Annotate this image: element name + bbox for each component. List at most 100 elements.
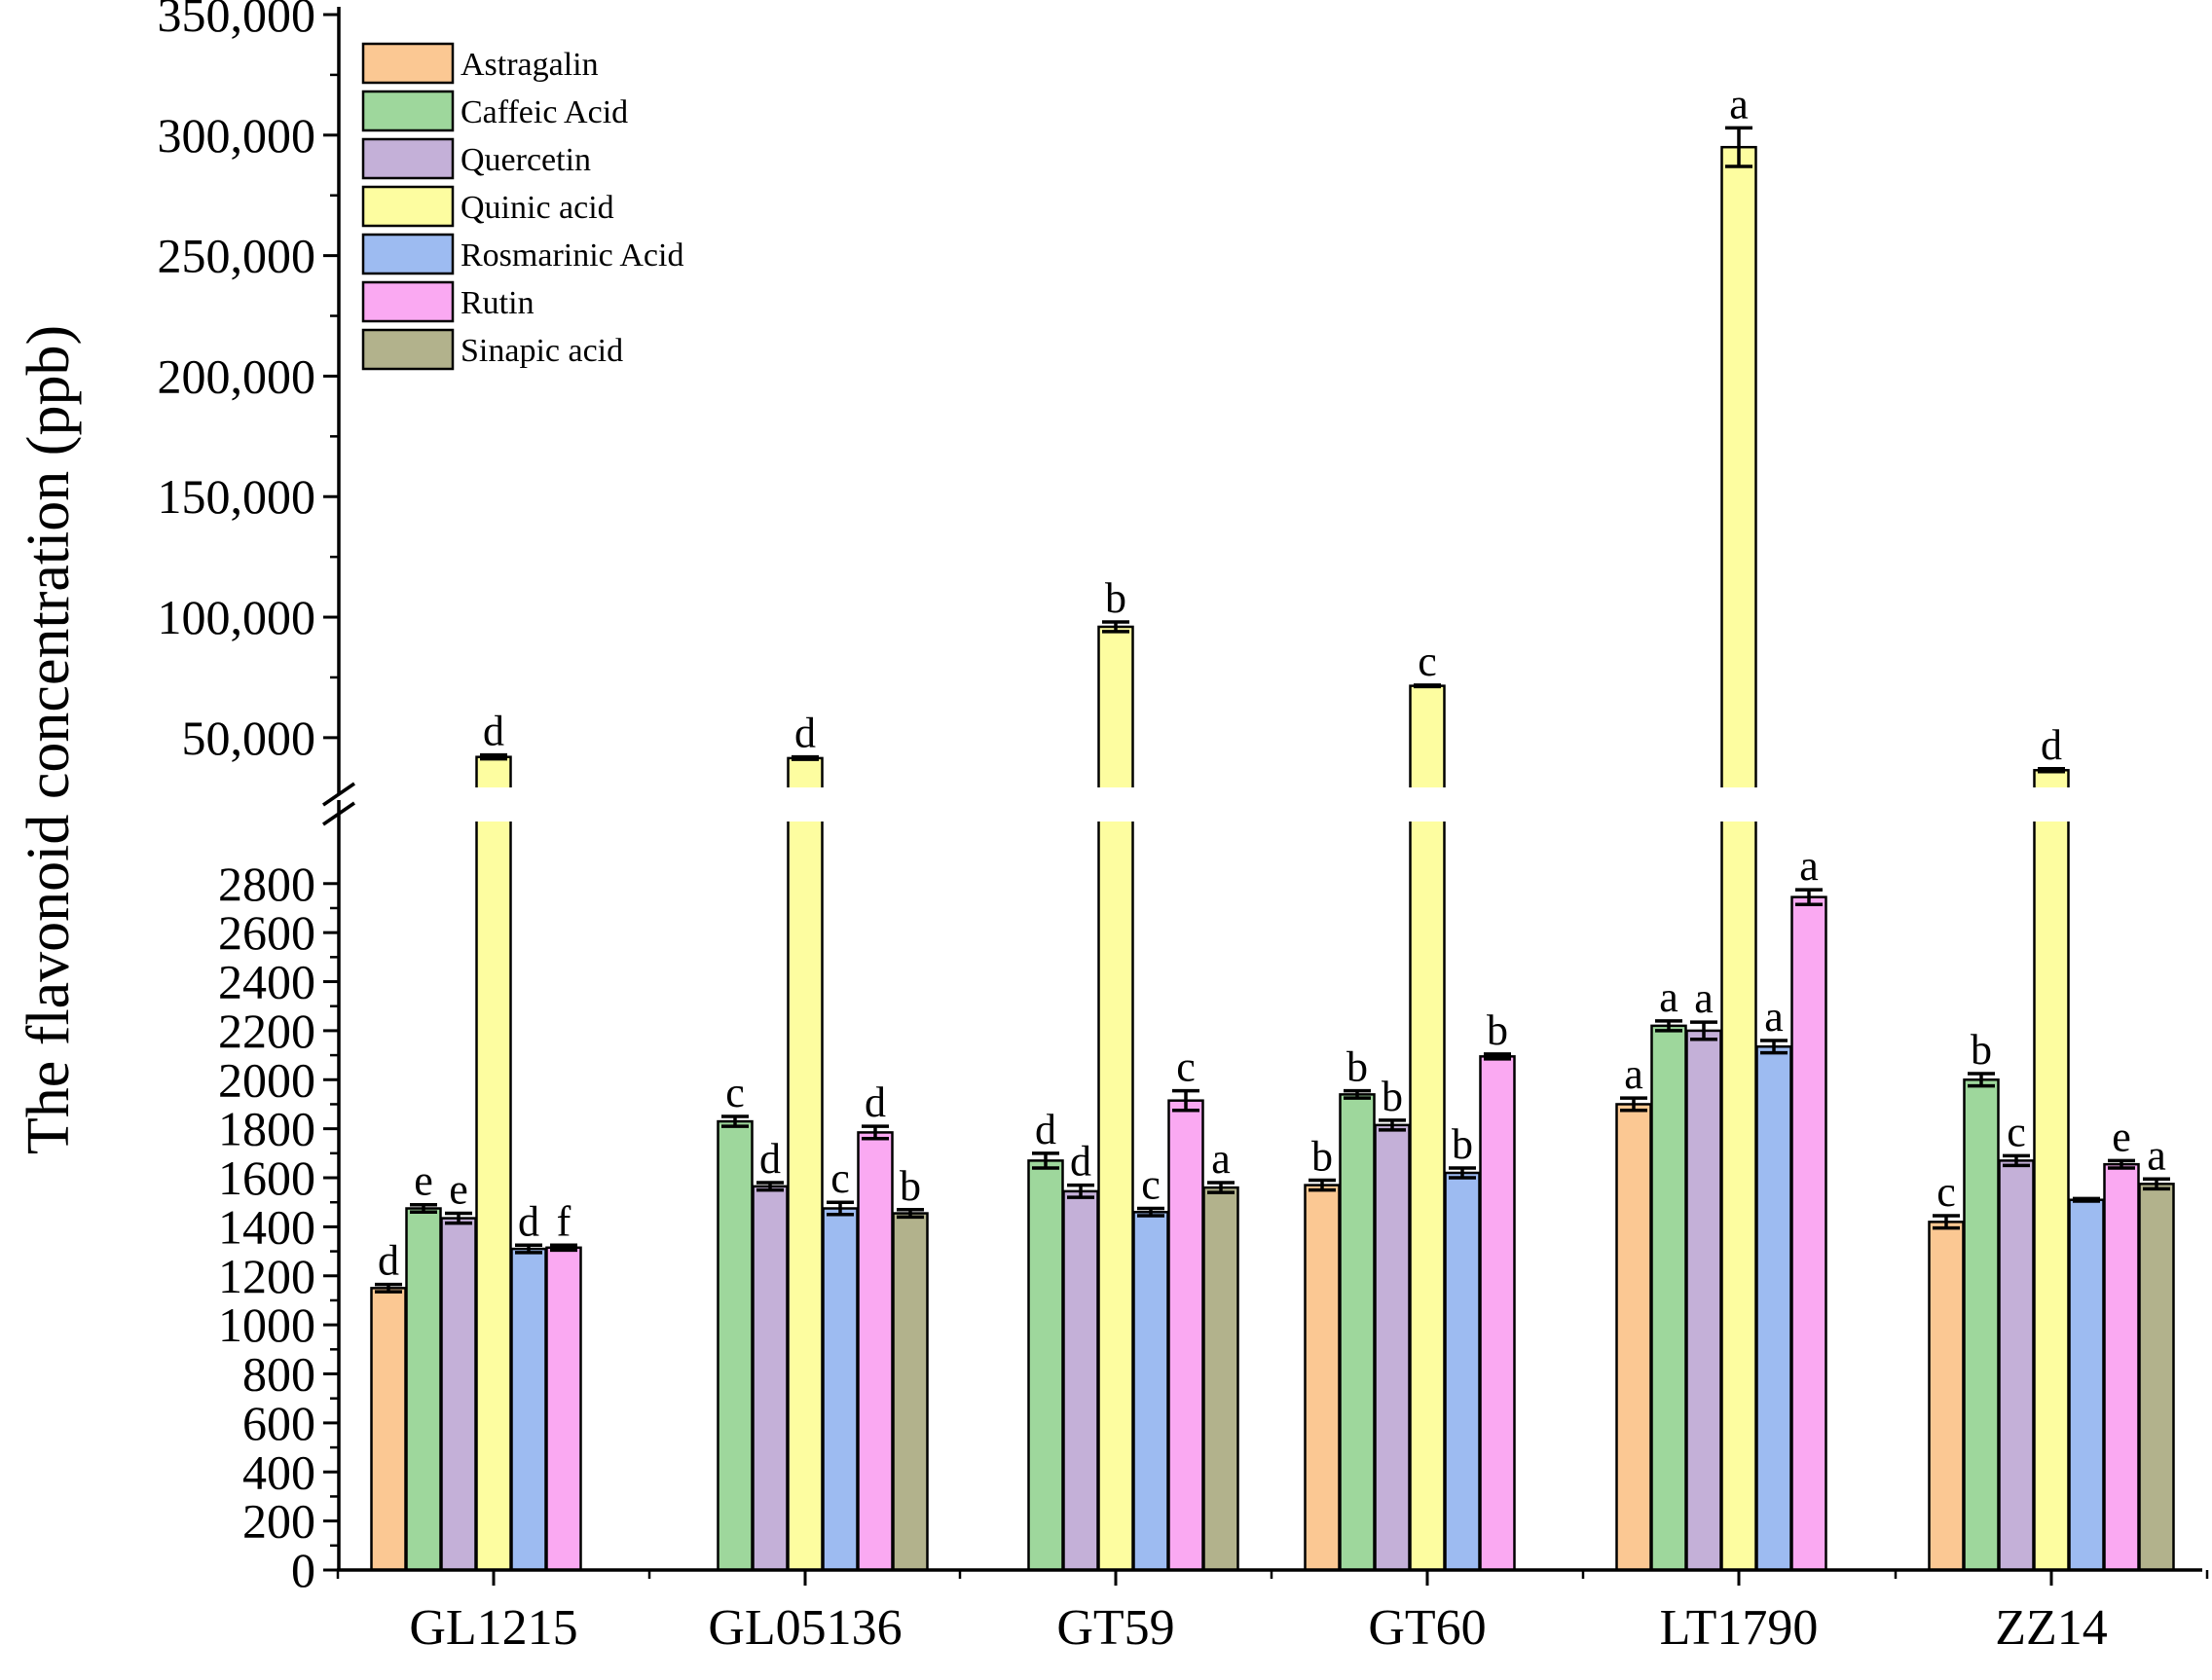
x-tick-label-lt1790: LT1790 xyxy=(1660,1600,1819,1656)
error-bar-gl05136-rutin xyxy=(862,1124,889,1141)
x-tick-label-zz14: ZZ14 xyxy=(1995,1600,2108,1656)
significance-label-zz14-caffeic-acid: b xyxy=(1971,1026,1992,1074)
significance-label-gl05136-caffeic-acid: c xyxy=(725,1069,745,1116)
error-bar-gl1215-rutin xyxy=(550,1243,577,1253)
error-bar-gl05136-caffeic-acid xyxy=(721,1114,749,1128)
bar-zz14-rutin xyxy=(2103,1162,2140,1572)
bar-gl05136-quinic-acid xyxy=(787,756,824,1572)
y-tick-label-lower: 2800 xyxy=(218,857,315,911)
error-bar-gt59-quercetin xyxy=(1067,1183,1094,1199)
axis-break-gap xyxy=(341,787,2204,822)
y-axis-title: The flavonoid concentration (ppb) xyxy=(16,325,82,1154)
error-bar-lt1790-rosmarinic-acid xyxy=(1760,1039,1788,1055)
error-bar-gl1215-astragalin xyxy=(375,1282,402,1294)
error-bar-gt60-rosmarinic-acid xyxy=(1449,1166,1476,1180)
error-bar-gt59-quinic-acid xyxy=(1102,620,1129,634)
x-tick-label-gl05136: GL05136 xyxy=(708,1600,902,1656)
significance-label-gt60-rutin: b xyxy=(1487,1006,1508,1054)
significance-label-gt60-quercetin: b xyxy=(1382,1073,1403,1120)
significance-label-gl05136-quercetin: d xyxy=(759,1135,781,1183)
bar-gl1215-caffeic-acid xyxy=(405,1207,442,1572)
y-tick-label-upper: 150,000 xyxy=(158,469,316,524)
bar-lt1790-quinic-acid xyxy=(1720,145,1757,1572)
significance-label-gl1215-rutin: f xyxy=(557,1197,571,1245)
significance-label-gt59-caffeic-acid: d xyxy=(1035,1106,1056,1153)
y-tick-label-lower: 400 xyxy=(242,1444,315,1499)
y-tick-label-lower: 1200 xyxy=(218,1249,315,1303)
significance-label-gt59-rutin: c xyxy=(1176,1043,1196,1091)
bar-gt59-quercetin xyxy=(1062,1189,1099,1572)
bar-gl05136-sinapic-acid xyxy=(892,1212,929,1572)
error-bar-zz14-quercetin xyxy=(2003,1153,2030,1168)
y-tick-label-upper: 250,000 xyxy=(158,229,316,283)
y-tick-label-lower: 2400 xyxy=(218,955,315,1009)
x-tick-label-gt60: GT60 xyxy=(1368,1600,1486,1656)
bar-gt60-quercetin xyxy=(1374,1123,1411,1572)
legend-label-sinapic-acid: Sinapic acid xyxy=(461,333,623,369)
significance-label-gt60-quinic-acid: c xyxy=(1418,638,1437,685)
significance-label-gl05136-rutin: d xyxy=(865,1078,886,1126)
x-tick-label-gt59: GT59 xyxy=(1056,1600,1174,1656)
y-tick-label-upper: 300,000 xyxy=(158,108,316,163)
bar-zz14-sinapic-acid xyxy=(2138,1183,2175,1572)
significance-label-gl1215-astragalin: d xyxy=(378,1237,399,1285)
error-bar-gl1215-caffeic-acid xyxy=(410,1202,437,1215)
y-tick-label-lower: 1400 xyxy=(218,1199,315,1254)
significance-label-zz14-rutin: e xyxy=(2112,1113,2131,1160)
significance-label-lt1790-quinic-acid: a xyxy=(1729,80,1749,128)
bar-zz14-astragalin xyxy=(1928,1221,1965,1572)
y-tick-label-upper: 200,000 xyxy=(158,348,316,403)
legend-label-quercetin: Quercetin xyxy=(461,142,591,178)
bar-gl1215-quercetin xyxy=(440,1217,477,1572)
error-bar-zz14-sinapic-acid xyxy=(2143,1177,2170,1191)
error-bar-gl05136-quercetin xyxy=(756,1181,784,1192)
error-bar-zz14-astragalin xyxy=(1933,1214,1960,1230)
bar-lt1790-rutin xyxy=(1790,895,1827,1572)
bar-lt1790-rosmarinic-acid xyxy=(1755,1045,1792,1572)
axis-break-mark-bottom xyxy=(322,801,355,826)
significance-label-gt60-astragalin: b xyxy=(1311,1133,1333,1181)
error-bar-gl1215-rosmarinic-acid xyxy=(515,1243,542,1255)
bar-gt60-caffeic-acid xyxy=(1339,1093,1376,1572)
bar-gl05136-rutin xyxy=(857,1131,894,1572)
error-bar-gt59-rutin xyxy=(1172,1088,1199,1113)
bar-gl05136-rosmarinic-acid xyxy=(822,1207,859,1572)
error-bar-lt1790-caffeic-acid xyxy=(1655,1019,1682,1033)
y-tick-label-lower: 2000 xyxy=(218,1052,315,1107)
bar-gl1215-quinic-acid xyxy=(475,755,512,1572)
error-bar-zz14-rosmarinic-acid xyxy=(2073,1196,2100,1203)
significance-label-gl05136-sinapic-acid: b xyxy=(900,1162,921,1210)
error-bar-gl1215-quercetin xyxy=(445,1211,472,1225)
significance-label-zz14-quercetin: c xyxy=(2007,1108,2026,1155)
bar-gt59-sinapic-acid xyxy=(1202,1186,1239,1572)
legend-swatch-rutin xyxy=(361,280,455,323)
significance-label-gt59-rosmarinic-acid: c xyxy=(1141,1161,1161,1209)
error-bar-gl1215-quinic-acid xyxy=(480,752,507,761)
error-bar-zz14-quinic-acid xyxy=(2038,767,2065,774)
significance-label-gt60-rosmarinic-acid: b xyxy=(1452,1120,1473,1168)
error-bar-gt59-rosmarinic-acid xyxy=(1137,1206,1164,1218)
significance-label-gl1215-caffeic-acid: e xyxy=(414,1157,433,1205)
error-bar-gt60-astragalin xyxy=(1309,1178,1336,1192)
legend-label-quinic-acid: Quinic acid xyxy=(461,190,614,226)
error-bar-gt59-sinapic-acid xyxy=(1207,1181,1235,1194)
bar-lt1790-astragalin xyxy=(1615,1103,1652,1572)
bar-gl1215-astragalin xyxy=(370,1287,407,1572)
legend-label-rutin: Rutin xyxy=(461,285,535,321)
y-tick-label-lower: 1000 xyxy=(218,1297,315,1352)
y-tick-label-upper: 350,000 xyxy=(158,0,316,42)
error-bar-lt1790-quinic-acid xyxy=(1725,126,1752,168)
significance-label-gt59-quercetin: d xyxy=(1070,1138,1091,1186)
bar-zz14-caffeic-acid xyxy=(1963,1078,2000,1572)
legend-swatch-astragalin xyxy=(361,42,455,85)
significance-label-zz14-quinic-acid: d xyxy=(2041,721,2062,769)
y-tick-label-lower: 600 xyxy=(242,1396,315,1450)
significance-label-zz14-sinapic-acid: a xyxy=(2147,1131,2166,1179)
error-bar-lt1790-rutin xyxy=(1795,888,1823,906)
significance-label-gl1215-quinic-acid: d xyxy=(483,708,504,755)
bar-gl05136-caffeic-acid xyxy=(717,1119,754,1572)
y-tick-label-lower: 2200 xyxy=(218,1004,315,1058)
significance-label-gl1215-quercetin: e xyxy=(449,1166,468,1214)
